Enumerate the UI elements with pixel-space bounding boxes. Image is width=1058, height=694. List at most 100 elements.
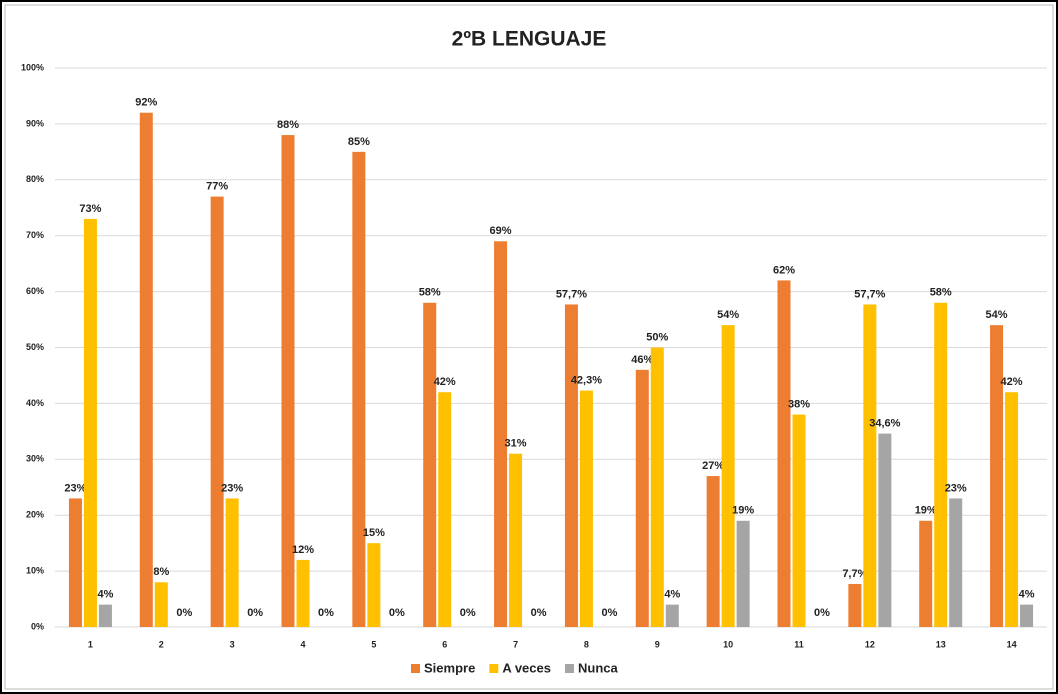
data-label: 4% — [1019, 589, 1035, 601]
y-tick-label: 70% — [26, 230, 44, 240]
bar — [863, 304, 877, 627]
x-tick-label: 12 — [865, 639, 875, 649]
data-label: 57,7% — [556, 288, 587, 300]
data-label: 38% — [788, 398, 810, 410]
y-tick-label: 80% — [26, 174, 44, 184]
data-label: 0% — [247, 607, 263, 619]
bar — [934, 302, 948, 627]
bar — [777, 280, 791, 627]
bar — [1005, 392, 1019, 627]
data-label: 46% — [631, 354, 653, 366]
chart-border — [4, 4, 1054, 690]
data-label: 31% — [505, 438, 527, 450]
data-label: 54% — [986, 309, 1008, 321]
data-label: 0% — [318, 607, 334, 619]
data-label: 23% — [221, 482, 243, 494]
x-tick-label: 7 — [513, 639, 518, 649]
bar — [665, 604, 679, 627]
data-label: 0% — [814, 607, 830, 619]
bar — [98, 604, 112, 627]
data-label: 73% — [79, 203, 101, 215]
bar — [736, 520, 750, 627]
data-label: 0% — [176, 607, 192, 619]
data-label: 0% — [389, 607, 405, 619]
data-label: 7,7% — [842, 568, 867, 580]
bar — [721, 325, 735, 627]
data-label: 15% — [363, 527, 385, 539]
data-label: 0% — [460, 607, 476, 619]
bar — [83, 218, 97, 627]
bar — [296, 559, 310, 627]
bar — [494, 241, 508, 628]
data-label: 23% — [64, 482, 86, 494]
x-tick-label: 2 — [159, 639, 164, 649]
data-label: 85% — [348, 136, 370, 148]
bar — [281, 135, 295, 627]
bar — [68, 498, 82, 627]
data-label: 92% — [135, 97, 157, 109]
data-label: 62% — [773, 264, 795, 276]
data-label: 42,3% — [571, 374, 602, 386]
x-tick-label: 5 — [371, 639, 376, 649]
x-tick-label: 8 — [584, 639, 589, 649]
data-label: 42% — [434, 376, 456, 388]
y-tick-label: 30% — [26, 454, 44, 464]
data-label: 12% — [292, 544, 314, 556]
x-tick-label: 6 — [442, 639, 447, 649]
x-tick-label: 9 — [655, 639, 660, 649]
y-tick-label: 100% — [21, 62, 44, 72]
bar — [990, 325, 1004, 627]
bar — [579, 390, 593, 627]
y-tick-label: 90% — [26, 118, 44, 128]
legend-label: A veces — [502, 660, 551, 675]
bar — [635, 369, 649, 627]
data-label: 88% — [277, 119, 299, 131]
x-tick-label: 3 — [230, 639, 235, 649]
bar — [352, 151, 366, 627]
bar — [210, 196, 224, 627]
bar — [878, 433, 892, 627]
legend-label: Nunca — [578, 660, 619, 675]
data-label: 50% — [646, 331, 668, 343]
y-tick-label: 50% — [26, 342, 44, 352]
data-label: 58% — [930, 287, 952, 299]
bar — [564, 304, 578, 627]
bar — [438, 392, 452, 627]
x-tick-label: 1 — [88, 639, 93, 649]
y-tick-label: 40% — [26, 398, 44, 408]
data-label: 4% — [97, 589, 113, 601]
data-label: 69% — [490, 225, 512, 237]
bar — [225, 498, 239, 627]
bar — [423, 302, 437, 627]
data-label: 19% — [915, 505, 937, 517]
legend-swatch — [564, 664, 574, 673]
data-label: 58% — [419, 287, 441, 299]
y-tick-label: 60% — [26, 286, 44, 296]
data-label: 27% — [702, 460, 724, 472]
data-label: 54% — [717, 309, 739, 321]
bar — [367, 543, 381, 627]
legend-swatch — [489, 664, 499, 673]
bar — [949, 498, 963, 627]
chart-title: 2ºB LENGUAJE — [452, 28, 607, 51]
bar — [919, 520, 933, 627]
y-tick-label: 10% — [26, 565, 44, 575]
data-label: 4% — [664, 589, 680, 601]
y-tick-label: 20% — [26, 510, 44, 520]
x-tick-label: 13 — [936, 639, 946, 649]
bar — [139, 112, 153, 628]
legend-swatch — [411, 664, 420, 673]
data-label: 0% — [531, 607, 547, 619]
data-label: 77% — [206, 180, 228, 192]
x-tick-label: 10 — [723, 639, 733, 649]
y-tick-label: 0% — [31, 621, 44, 631]
data-label: 57,7% — [854, 288, 885, 300]
x-tick-label: 4 — [300, 639, 305, 649]
bar — [706, 476, 720, 627]
bar — [792, 414, 806, 627]
data-label: 23% — [945, 482, 967, 494]
data-label: 19% — [732, 505, 754, 517]
bar — [650, 347, 664, 627]
bar — [848, 583, 862, 627]
